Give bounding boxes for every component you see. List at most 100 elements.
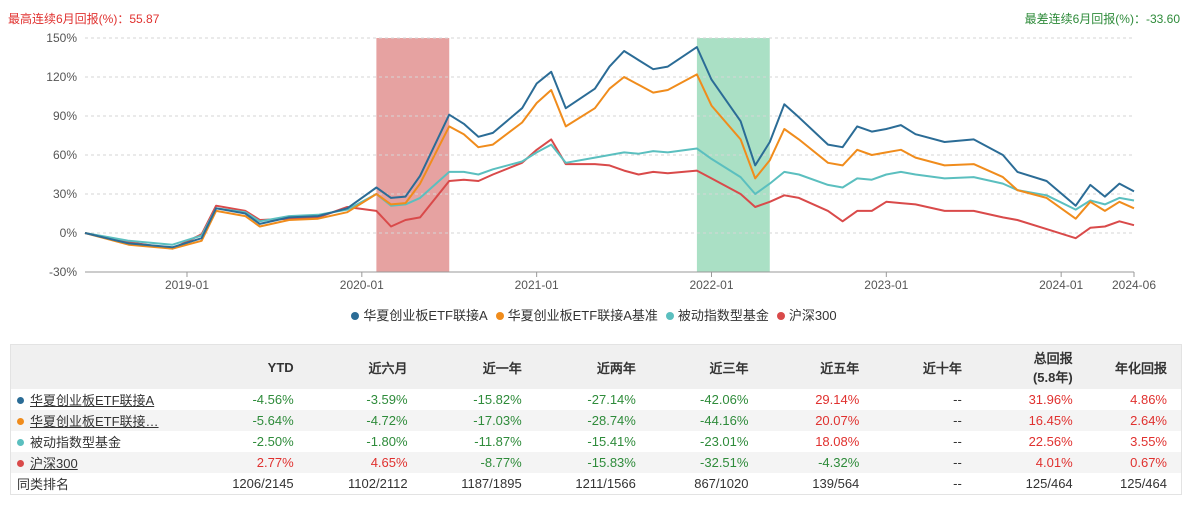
legend-item-2[interactable]: 被动指数型基金 (665, 305, 769, 324)
legend-dot-icon (665, 311, 674, 320)
row-name-cell: 同类排名 (11, 473, 186, 494)
column-header: YTD (185, 345, 308, 389)
series-dot-icon (17, 460, 24, 468)
value-cell: 2.77% (185, 452, 308, 473)
column-header: 近六月 (307, 345, 422, 389)
series-line-2 (84, 143, 1135, 246)
total-return-header: 总回报 (1033, 351, 1073, 366)
chart-legend: 华夏创业板ETF联接A 华夏创业板ETF联接A基准 被动指数型基金 沪深300 (0, 305, 1188, 324)
series-dot-icon (17, 418, 24, 426)
fund-name-link[interactable]: 沪深300 (30, 456, 78, 471)
best-6m-return-label: 最高连续6月回报(%)：55.87 (8, 12, 160, 26)
row-name-cell: 沪深300 (11, 452, 186, 473)
column-header: 近五年 (762, 345, 874, 389)
performance-line-chart: 150% 120% 90% 60% 30% 0% -30% 2019-01 2020-01 202… (46, 31, 1156, 292)
value-cell: -1.80% (307, 431, 422, 452)
row-label: 同类排名 (17, 477, 70, 492)
total-return-period: (5.8年) (1032, 370, 1073, 385)
value-cell: -28.74% (535, 410, 650, 431)
value-cell: -- (873, 389, 976, 410)
y-tick-label: 150% (46, 31, 77, 45)
value-cell: -- (873, 452, 976, 473)
value-cell: 0.67% (1086, 452, 1181, 473)
row-name-cell: 被动指数型基金 (11, 431, 186, 452)
y-tick-label: 60% (53, 148, 77, 162)
value-cell: -- (873, 410, 976, 431)
legend-dot-icon (351, 311, 360, 320)
fund-name-link[interactable]: 华夏创业板ETF联接… (30, 414, 159, 429)
header-name-col (11, 345, 186, 389)
value-cell: 125/464 (1086, 473, 1181, 494)
value-cell: -11.87% (421, 431, 536, 452)
legend-label: 华夏创业板ETF联接A (363, 308, 488, 323)
table-row: 被动指数型基金 -2.50% -1.80% -11.87% -15.41% -23.01%… (11, 431, 1181, 452)
y-tick-label: 90% (53, 109, 77, 123)
returns-table-body: 华夏创业板ETF联接A -4.56% -3.59% -15.82% -27.14% -42… (11, 389, 1181, 494)
value-cell: -23.01% (649, 431, 763, 452)
value-cell: -15.82% (421, 389, 536, 410)
value-cell: 139/564 (762, 473, 874, 494)
value-cell: -- (873, 431, 976, 452)
value-cell: -32.51% (649, 452, 763, 473)
value-cell: -5.64% (185, 410, 308, 431)
value-cell: 1187/1895 (421, 473, 536, 494)
returns-table: YTD 近六月 近一年 近两年 近三年 近五年 近十年 总回报 (5.8年) 年化回报 华夏创业板… (11, 345, 1181, 494)
value-cell: -15.41% (535, 431, 650, 452)
value-cell: -27.14% (535, 389, 650, 410)
value-cell: 1211/1566 (535, 473, 650, 494)
column-header: 近十年 (873, 345, 976, 389)
table-row: 同类排名 1206/2145 1102/2112 1187/1895 1211/1566… (11, 473, 1181, 494)
y-tick-label: 30% (53, 187, 77, 201)
shaded-period-0 (376, 38, 450, 272)
returns-table-container: YTD 近六月 近一年 近两年 近三年 近五年 近十年 总回报 (5.8年) 年化回报 华夏创业板… (10, 344, 1182, 495)
legend-item-0[interactable]: 华夏创业板ETF联接A (351, 305, 488, 324)
value-cell: -17.03% (421, 410, 536, 431)
value-cell: -15.83% (535, 452, 650, 473)
chart-header: 最高连续6月回报(%)：55.87 最差连续6月回报(%)：-33.60 (0, 0, 1188, 30)
table-row: 华夏创业板ETF联接A -4.56% -3.59% -15.82% -27.14% -42… (11, 389, 1181, 410)
returns-table-header: YTD 近六月 近一年 近两年 近三年 近五年 近十年 总回报 (5.8年) 年化回报 (11, 345, 1181, 389)
value-cell: -42.06% (649, 389, 763, 410)
column-header: 近一年 (421, 345, 536, 389)
value-cell: 18.08% (762, 431, 874, 452)
value-cell: -3.59% (307, 389, 422, 410)
value-cell: -44.16% (649, 410, 763, 431)
value-cell: 16.45% (975, 410, 1087, 431)
value-cell: -2.50% (185, 431, 308, 452)
y-tick-label: 0% (60, 226, 78, 240)
value-cell: 1102/2112 (307, 473, 422, 494)
value-cell: 1206/2145 (185, 473, 308, 494)
value-cell: -4.32% (762, 452, 874, 473)
column-header: 近两年 (535, 345, 650, 389)
worst-6m-return-label: 最差连续6月回报(%)：-33.60 (1024, 12, 1180, 26)
value-cell: 31.96% (975, 389, 1087, 410)
x-tick-label: 2021-01 (515, 278, 559, 292)
legend-dot-icon (776, 311, 785, 320)
x-tick-label: 2023-01 (864, 278, 908, 292)
fund-name-link[interactable]: 华夏创业板ETF联接A (30, 393, 155, 408)
value-cell: 20.07% (762, 410, 874, 431)
series-dot-icon (17, 439, 24, 447)
value-cell: 867/1020 (649, 473, 763, 494)
series-line-1 (84, 73, 1135, 250)
value-cell: 29.14% (762, 389, 874, 410)
value-cell: -8.77% (421, 452, 536, 473)
legend-label: 被动指数型基金 (677, 308, 769, 323)
series-dot-icon (17, 397, 24, 405)
value-cell: 125/464 (975, 473, 1087, 494)
value-cell: 22.56% (975, 431, 1087, 452)
legend-item-3[interactable]: 沪深300 (776, 305, 837, 324)
column-header: 近三年 (649, 345, 763, 389)
value-cell: -4.56% (185, 389, 308, 410)
value-cell: 4.65% (307, 452, 422, 473)
legend-label: 沪深300 (788, 308, 837, 323)
x-tick-label: 2024-06 (1112, 278, 1156, 292)
y-tick-label: 120% (46, 70, 77, 84)
y-tick-label: -30% (49, 265, 77, 279)
column-header: 总回报 (5.8年) (975, 345, 1087, 389)
series-line-0 (84, 46, 1135, 249)
row-name-cell: 华夏创业板ETF联接… (11, 410, 186, 431)
legend-item-1[interactable]: 华夏创业板ETF联接A基准 (495, 305, 658, 324)
legend-label: 华夏创业板ETF联接A基准 (507, 308, 658, 323)
x-tick-label: 2019-01 (165, 278, 209, 292)
